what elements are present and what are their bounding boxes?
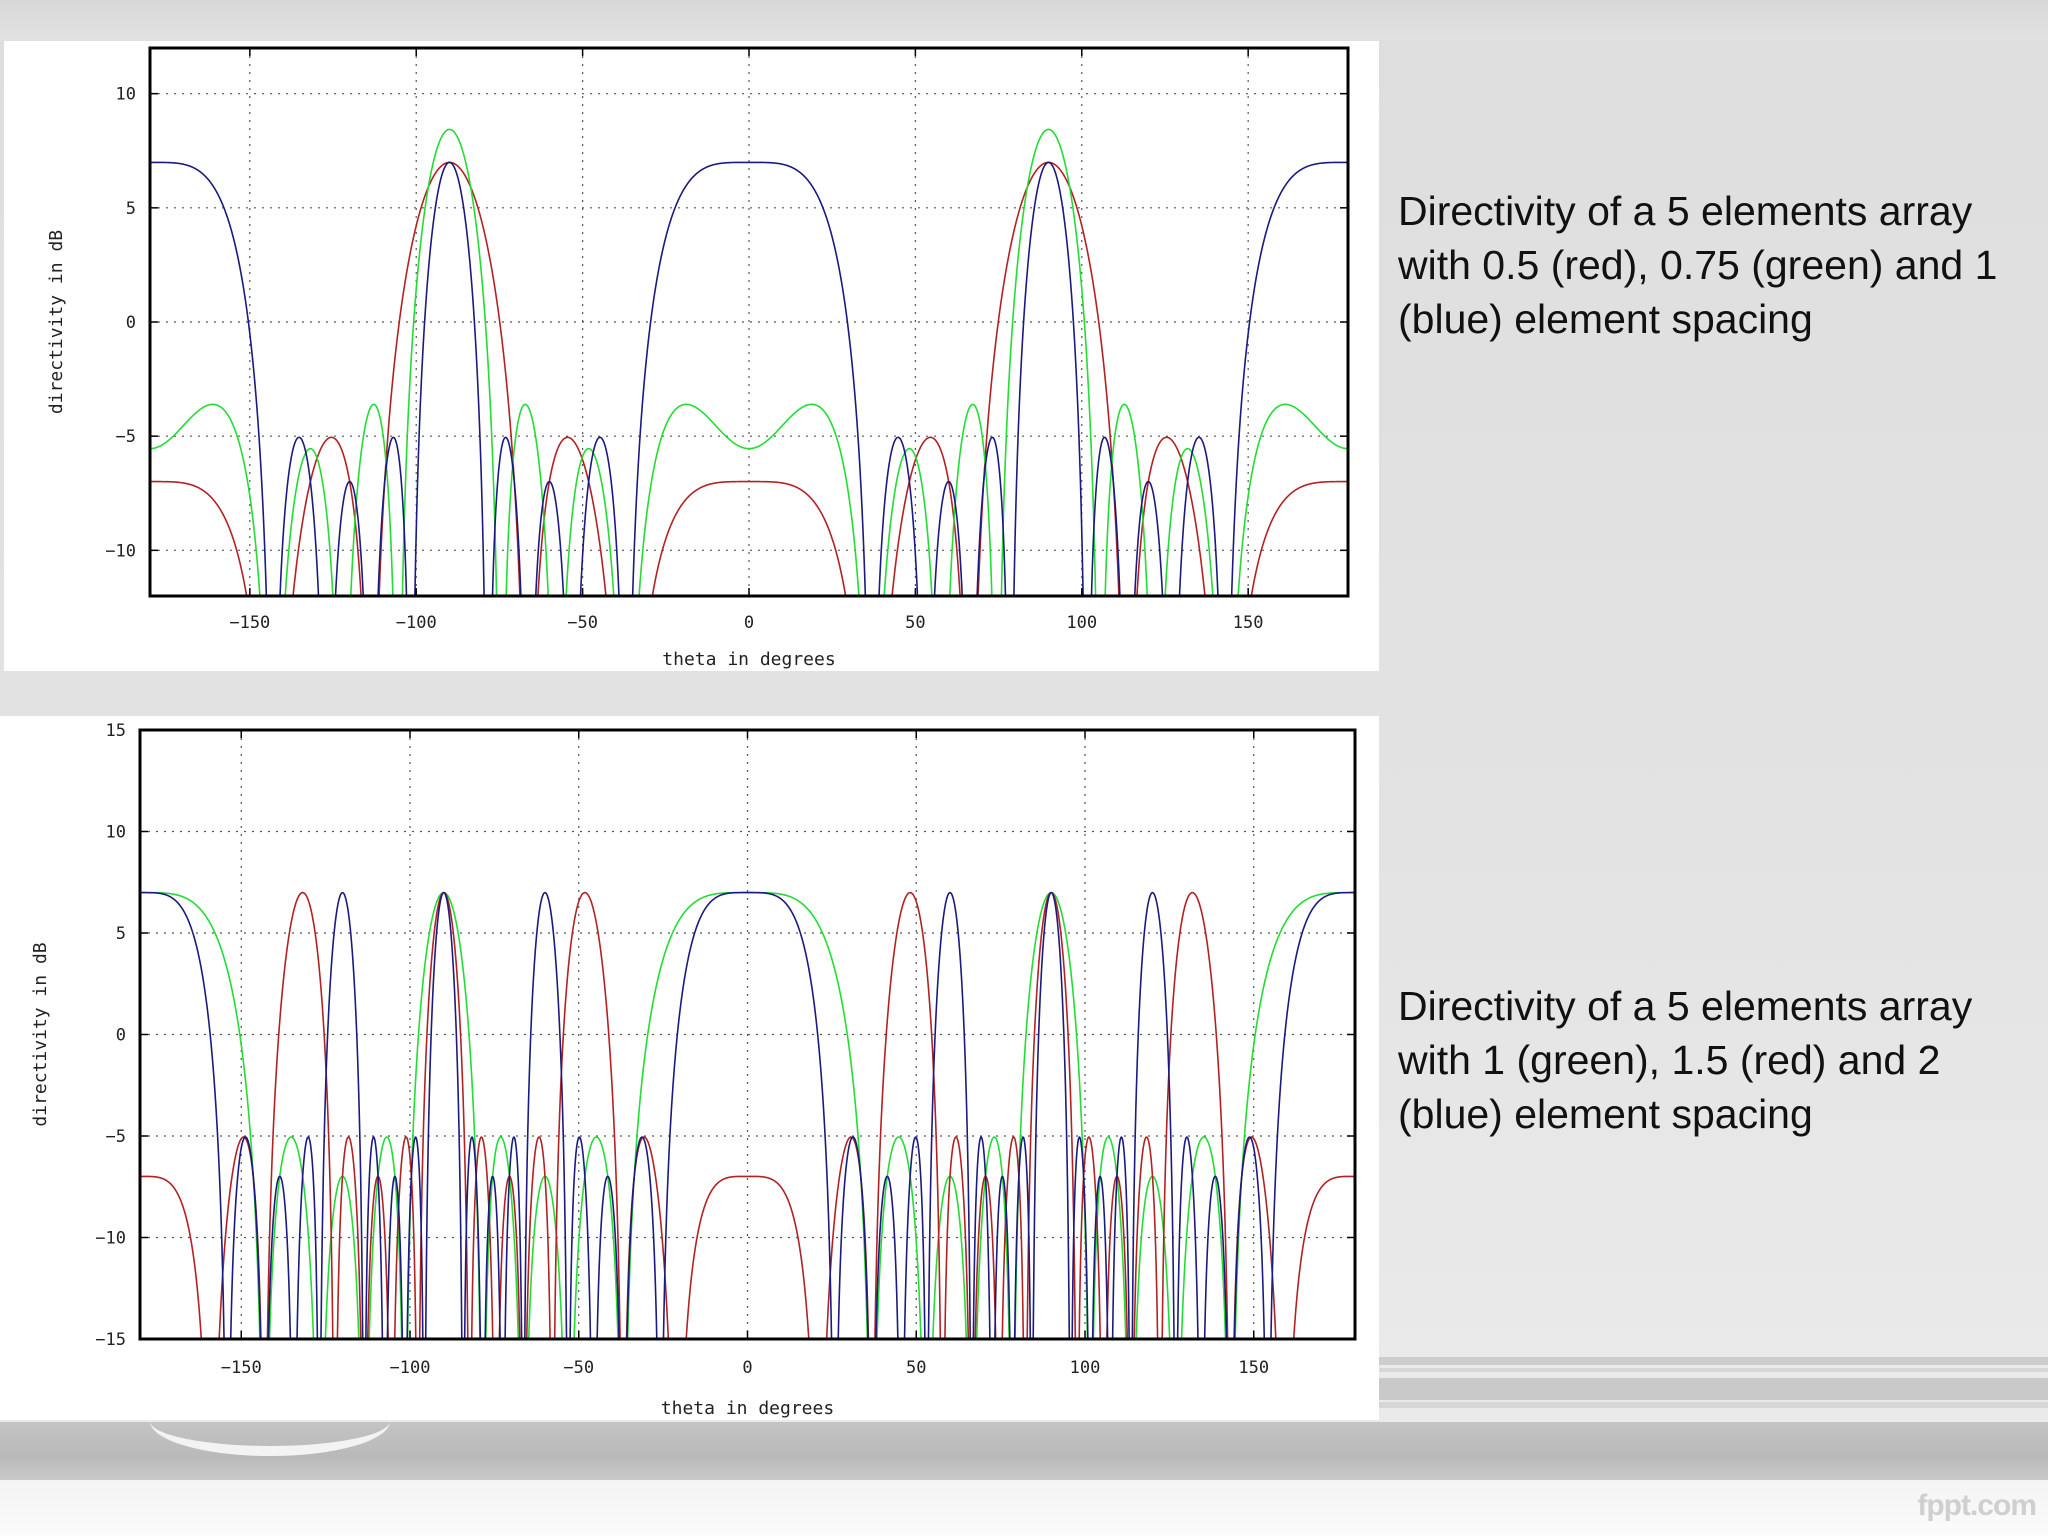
y-tick-label: −15 [95, 1330, 126, 1350]
y-tick-label: 5 [126, 199, 136, 219]
background-top-band [0, 0, 2048, 40]
x-tick-label: −100 [396, 613, 437, 633]
directivity-chart-1: −150 −100 −50 0 50 100 150 10 5 0 −5 −10 theta in de… [4, 41, 1379, 671]
y-tick-label: −10 [105, 541, 136, 561]
x-axis-label: theta in degrees [661, 1398, 834, 1419]
x-tick-label: −50 [563, 1358, 594, 1378]
series-group [150, 128, 1348, 596]
directivity-chart-2: −150 −100 −50 0 50 100 150 15 10 5 0 −5 −10 −15 theta … [0, 716, 1379, 1420]
y-axis-label: directivity in dB [46, 230, 67, 414]
series-line-green [150, 128, 1348, 596]
x-tick-label: 100 [1070, 1358, 1101, 1378]
y-tick-label: 15 [106, 721, 126, 741]
y-tick-label: −5 [116, 427, 136, 447]
x-tick-label: −150 [229, 613, 270, 633]
y-tick-label: 5 [116, 924, 126, 944]
y-tick-label: −10 [95, 1229, 126, 1249]
x-tick-label: 150 [1233, 613, 1264, 633]
background-stripe [1378, 1402, 2048, 1408]
background-swoosh [150, 1386, 390, 1456]
x-tick-label: −50 [567, 613, 598, 633]
background-stripe [1378, 1357, 2048, 1365]
x-tick-label: 50 [905, 613, 925, 633]
x-tick-label: 100 [1066, 613, 1097, 633]
y-tick-label: 10 [116, 85, 136, 105]
background-stripe [1378, 1378, 2048, 1400]
x-tick-label: 150 [1238, 1358, 1269, 1378]
x-tick-label: 0 [742, 1358, 752, 1378]
series-group [140, 891, 1355, 1339]
y-tick-label: 0 [126, 313, 136, 333]
y-tick-label: 10 [106, 823, 126, 843]
x-tick-label: 50 [906, 1358, 926, 1378]
y-tick-label: 0 [116, 1026, 126, 1046]
x-tick-label: −150 [221, 1358, 262, 1378]
x-axis-label: theta in degrees [662, 649, 835, 670]
background-stripe [1378, 1368, 2048, 1372]
caption-chart-1: Directivity of a 5 elements array with 0… [1398, 188, 1998, 342]
x-tick-label: 0 [744, 613, 754, 633]
y-tick-label: −5 [106, 1127, 126, 1147]
y-axis-label: directivity in dB [30, 942, 51, 1126]
series-line-blue [140, 891, 1355, 1339]
background-light-band [0, 1480, 2048, 1536]
series-line-red [140, 891, 1355, 1339]
caption-chart-2: Directivity of a 5 elements array with 1… [1398, 983, 1973, 1137]
chart-2-canvas: −150 −100 −50 0 50 100 150151050−5−10−15theta … [30, 721, 1357, 1419]
series-line-blue [150, 161, 1348, 596]
watermark-text: fppt.com [1917, 1489, 2037, 1522]
x-tick-label: −100 [390, 1358, 431, 1378]
